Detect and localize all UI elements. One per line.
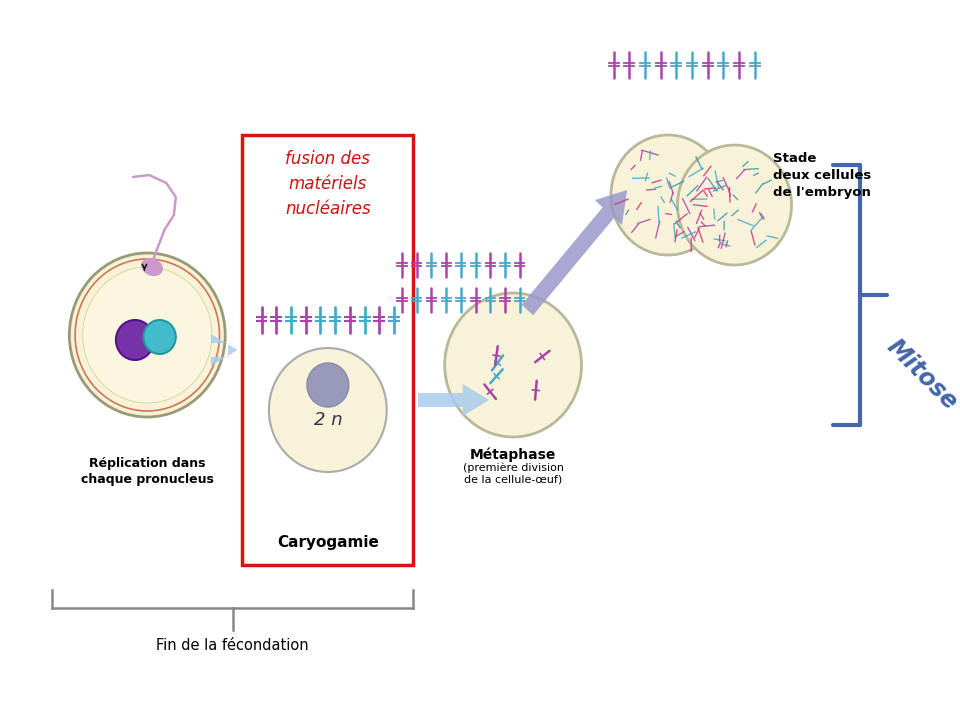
Ellipse shape [142,258,162,276]
Text: 2 n: 2 n [314,411,342,429]
FancyArrow shape [419,384,490,416]
Circle shape [269,348,387,472]
Text: Réplication dans
chaque pronucleus: Réplication dans chaque pronucleus [81,457,214,486]
Text: Caryogamie: Caryogamie [276,536,379,551]
Text: fusion des
matériels
nucléaires: fusion des matériels nucléaires [285,150,371,218]
Circle shape [116,320,154,360]
Circle shape [307,363,348,407]
FancyArrow shape [521,190,627,315]
Circle shape [75,259,220,411]
Circle shape [444,293,582,437]
Text: Fin de la fécondation: Fin de la fécondation [156,638,309,653]
Circle shape [611,135,725,255]
Circle shape [678,145,792,265]
FancyArrow shape [211,334,237,366]
Text: Métaphase: Métaphase [470,447,556,462]
Circle shape [69,253,226,417]
Text: Mitose: Mitose [881,335,960,415]
Circle shape [143,320,176,354]
Text: Stade
deux cellules
de l'embryon: Stade deux cellules de l'embryon [773,151,871,199]
Bar [242,135,414,565]
Text: (première division
de la cellule-œuf): (première division de la cellule-œuf) [463,462,564,485]
Circle shape [83,267,212,403]
